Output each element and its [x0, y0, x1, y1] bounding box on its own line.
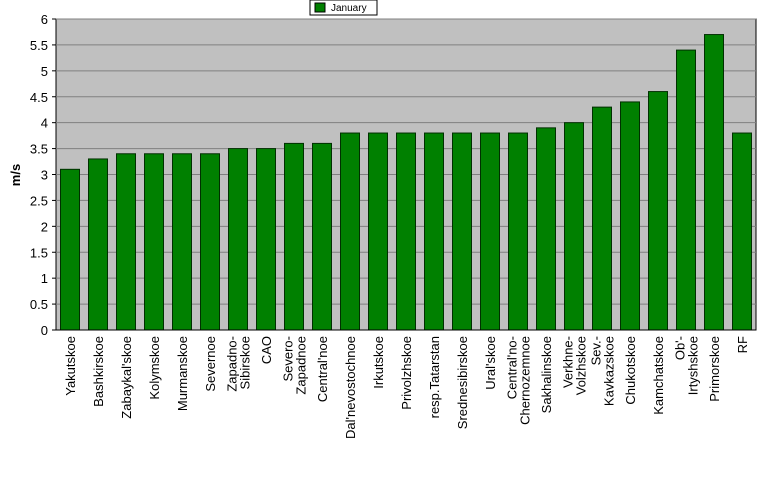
bar	[368, 132, 388, 331]
legend-box	[309, 0, 378, 16]
legend-swatch	[314, 2, 326, 13]
y-tick-label: 4.5	[30, 90, 48, 105]
bar	[508, 132, 528, 331]
bar	[172, 153, 192, 331]
x-tick-label: Central'no-Chernozemnoe	[505, 336, 533, 425]
x-tick-label: CAO	[259, 336, 274, 364]
bar	[452, 132, 472, 331]
bar	[256, 148, 276, 331]
y-tick-label: 3.5	[30, 142, 48, 157]
y-tick-label: 6	[41, 12, 48, 27]
bar	[396, 132, 416, 331]
x-tick-label: Yakutskoe	[63, 336, 78, 396]
x-tick-label: Bashkirskoe	[91, 336, 106, 407]
bar	[732, 132, 752, 331]
y-tick-label: 5	[41, 64, 48, 79]
y-tick-label: 2.5	[30, 193, 48, 208]
x-tick-label: Kolymskoe	[147, 336, 162, 400]
x-tick-label: Srednesibirskoe	[455, 336, 470, 429]
x-tick-label: Dal'nevostochnoe	[343, 336, 358, 439]
bar	[340, 132, 360, 331]
bar	[200, 153, 220, 331]
y-tick-label: 3	[41, 168, 48, 183]
x-tick-label: Irkutskoe	[371, 336, 386, 389]
y-tick-label: 4	[41, 116, 48, 131]
x-tick-label: Severnoe	[203, 336, 218, 392]
y-tick-label: 2	[41, 219, 48, 234]
bar	[648, 91, 668, 331]
bar	[480, 132, 500, 331]
x-tick-label: Ob'-Irtyshskoe	[673, 336, 701, 395]
x-tick-label: Ural'skoe	[483, 336, 498, 390]
x-tick-label: Privolzhskoe	[399, 336, 414, 410]
y-tick-label: 0.5	[30, 297, 48, 312]
x-tick-label: Sakhalinskoe	[539, 336, 554, 413]
bar	[676, 49, 696, 331]
x-tick-label: Kamchatskoe	[651, 336, 666, 415]
y-tick-label: 5.5	[30, 38, 48, 53]
x-tick-label: Primorskoe	[707, 336, 722, 402]
x-tick-label: Severo-Zapadnoe	[281, 336, 309, 395]
bar	[88, 158, 108, 331]
bar	[620, 101, 640, 331]
bar	[536, 127, 556, 331]
bar	[704, 34, 724, 331]
bar	[592, 106, 612, 331]
y-tick-label: 0	[41, 323, 48, 338]
legend: January	[309, 0, 378, 16]
bar	[60, 168, 80, 331]
x-tick-label: Murmanskoe	[175, 336, 190, 411]
bar	[144, 153, 164, 331]
x-tick-label: Sev.-Kavkazskoe	[589, 336, 617, 406]
y-tick-label: 1	[41, 271, 48, 286]
bar	[424, 132, 444, 331]
x-tick-label: Zabaykal'skoe	[119, 336, 134, 419]
bar	[312, 142, 332, 331]
bar	[284, 142, 304, 331]
bar	[116, 153, 136, 331]
y-axis-label: m/s	[8, 164, 23, 186]
bar	[228, 148, 248, 331]
x-tick-label: Central'noe	[315, 336, 330, 402]
y-tick-label: 1.5	[30, 245, 48, 260]
x-tick-label: resp.Tatarstan	[427, 336, 442, 418]
x-tick-label: Chukotskoe	[623, 336, 638, 405]
x-tick-label: RF	[735, 336, 750, 353]
x-tick-label: Zapadno-Sibirskoe	[225, 336, 253, 392]
legend-label: January	[331, 3, 367, 14]
x-tick-label: Verkhne-Volzhskoe	[561, 336, 589, 395]
bar	[564, 122, 584, 331]
